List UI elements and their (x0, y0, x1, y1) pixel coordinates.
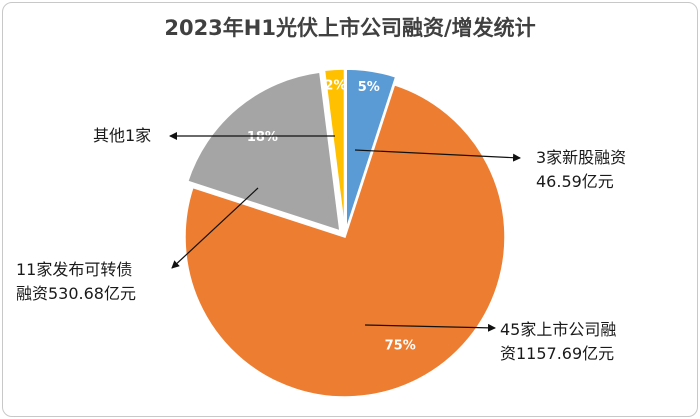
pie-percent-label-3: 2% (324, 78, 346, 93)
arrow-new-ipo (354, 149, 521, 162)
pie-percent-label-0: 5% (358, 80, 380, 95)
annotation-convertible-line1: 11家发布可转债 (16, 260, 133, 279)
arrow-convertible (171, 187, 259, 269)
pie-slice-2 (186, 71, 341, 232)
annotation-other-text: 其他1家 (93, 126, 152, 145)
pie-slice-3 (323, 68, 346, 230)
pie-percent-label-2: 18% (247, 130, 278, 145)
annotation-arrows (169, 132, 521, 332)
annotation-listed: 45家上市公司融 资1157.69亿元 (500, 318, 616, 366)
annotation-convertible-line2: 融资530.68亿元 (16, 284, 136, 303)
chart-title: 2023年H1光伏上市公司融资/增发统计 (164, 16, 536, 40)
annotation-listed-line2: 资1157.69亿元 (500, 344, 615, 363)
pie-percent-labels: 5% 75% 18% 2% (247, 78, 416, 353)
annotation-new-ipo-line2: 46.59亿元 (536, 172, 614, 191)
annotation-listed-line1: 45家上市公司融 (500, 320, 617, 339)
pie-slices (184, 68, 506, 398)
pie-slice-0 (345, 68, 397, 230)
annotation-other: 其他1家 (93, 124, 151, 148)
annotation-convertible: 11家发布可转债 融资530.68亿元 (16, 258, 136, 306)
pie-percent-label-1: 75% (385, 338, 416, 353)
arrow-listed (364, 323, 496, 332)
annotation-new-ipo: 3家新股融资 46.59亿元 (536, 146, 626, 194)
annotation-new-ipo-line1: 3家新股融资 (536, 148, 627, 167)
pie-slice-1 (184, 83, 506, 398)
